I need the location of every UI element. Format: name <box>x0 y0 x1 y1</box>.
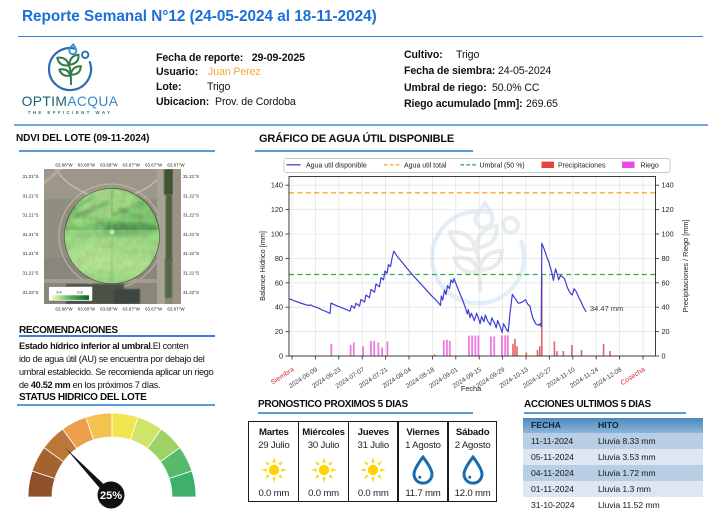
svg-text:31.21°S: 31.21°S <box>183 271 199 276</box>
svg-text:80: 80 <box>662 254 670 263</box>
svg-text:100: 100 <box>271 230 283 239</box>
svg-text:Agua util disponible: Agua util disponible <box>306 162 367 169</box>
svg-text:80: 80 <box>275 254 283 263</box>
svg-text:31.21°S: 31.21°S <box>183 213 199 218</box>
svg-text:THE EFFICIENT WAY: THE EFFICIENT WAY <box>28 110 113 115</box>
svg-text:63.67°W: 63.67°W <box>167 307 185 312</box>
svg-text:0: 0 <box>662 352 666 361</box>
svg-text:120: 120 <box>662 205 674 214</box>
svg-text:Cosecha: Cosecha <box>620 366 647 387</box>
svg-text:Precipitaciones: Precipitaciones <box>558 162 606 169</box>
svg-text:31.21°S: 31.21°S <box>22 232 38 237</box>
svg-text:63.67°W: 63.67°W <box>167 163 185 168</box>
svg-text:140: 140 <box>271 181 283 190</box>
svg-text:Fecha: Fecha <box>461 384 482 393</box>
svg-text:63.68°W: 63.68°W <box>78 163 96 168</box>
svg-text:20: 20 <box>662 327 670 336</box>
svg-text:31.21°S: 31.21°S <box>183 232 199 237</box>
svg-text:31.21°S: 31.21°S <box>183 251 199 256</box>
svg-text:OPTIMACQUA: OPTIMACQUA <box>22 94 119 109</box>
svg-text:63.67°W: 63.67°W <box>123 163 141 168</box>
svg-text:Umbral (50 %): Umbral (50 %) <box>480 162 525 169</box>
svg-text:40: 40 <box>275 303 283 312</box>
svg-text:31.22°S: 31.22°S <box>22 290 38 295</box>
svg-text:Riego: Riego <box>641 162 659 169</box>
svg-text:Precipitaciones / Riego [mm]: Precipitaciones / Riego [mm] <box>681 220 690 313</box>
svg-text:Balance Hídrico [mm]: Balance Hídrico [mm] <box>258 231 267 301</box>
svg-text:25%: 25% <box>100 490 122 502</box>
svg-text:63.67°W: 63.67°W <box>145 307 163 312</box>
svg-text:31.21°S: 31.21°S <box>22 251 38 256</box>
svg-text:20: 20 <box>275 327 283 336</box>
svg-text:60: 60 <box>662 278 670 287</box>
svg-text:63.68°W: 63.68°W <box>55 163 73 168</box>
svg-text:31.21°S: 31.21°S <box>183 193 199 198</box>
svg-text:60: 60 <box>275 278 283 287</box>
svg-text:31.21°S: 31.21°S <box>22 174 38 179</box>
svg-text:63.68°W: 63.68°W <box>100 307 118 312</box>
svg-text:100: 100 <box>662 230 674 239</box>
svg-text:120: 120 <box>271 205 283 214</box>
svg-text:40: 40 <box>662 303 670 312</box>
svg-text:31.21°S: 31.21°S <box>22 213 38 218</box>
svg-text:63.68°W: 63.68°W <box>78 307 96 312</box>
svg-text:0: 0 <box>279 352 283 361</box>
svg-text:63.68°W: 63.68°W <box>55 307 73 312</box>
svg-text:Agua util total: Agua util total <box>404 162 447 169</box>
svg-text:0.8: 0.8 <box>77 291 82 295</box>
svg-text:31.21°S: 31.21°S <box>22 271 38 276</box>
svg-text:31.21°S: 31.21°S <box>183 174 199 179</box>
svg-text:63.67°W: 63.67°W <box>145 163 163 168</box>
svg-text:140: 140 <box>662 181 674 190</box>
svg-text:34.47 mm: 34.47 mm <box>590 304 623 313</box>
svg-text:31.21°S: 31.21°S <box>22 193 38 198</box>
svg-text:63.67°W: 63.67°W <box>123 307 141 312</box>
svg-text:0.4: 0.4 <box>56 291 61 295</box>
svg-text:31.22°S: 31.22°S <box>183 290 199 295</box>
svg-text:63.68°W: 63.68°W <box>100 163 118 168</box>
